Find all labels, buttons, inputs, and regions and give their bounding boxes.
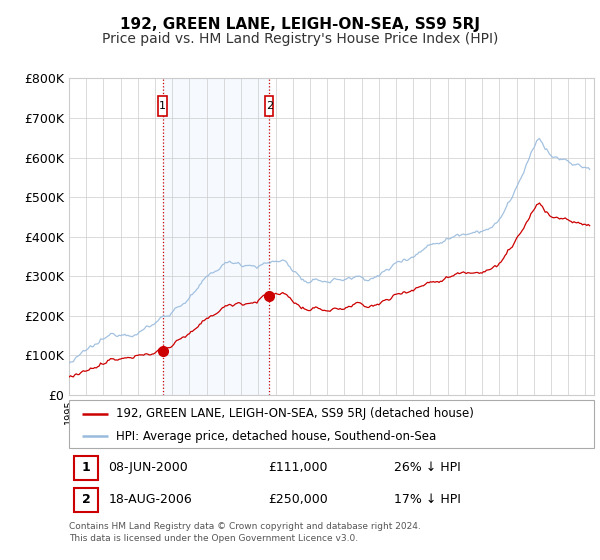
Text: 18-AUG-2006: 18-AUG-2006 <box>109 493 192 506</box>
Text: 17% ↓ HPI: 17% ↓ HPI <box>395 493 461 506</box>
Text: £111,000: £111,000 <box>269 461 328 474</box>
Text: 2: 2 <box>82 493 91 506</box>
FancyBboxPatch shape <box>74 455 98 480</box>
FancyBboxPatch shape <box>158 96 167 116</box>
FancyBboxPatch shape <box>265 96 274 116</box>
Text: 1: 1 <box>159 101 166 111</box>
Text: 26% ↓ HPI: 26% ↓ HPI <box>395 461 461 474</box>
Text: 192, GREEN LANE, LEIGH-ON-SEA, SS9 5RJ (detached house): 192, GREEN LANE, LEIGH-ON-SEA, SS9 5RJ (… <box>116 407 474 420</box>
Bar <box>163 78 269 395</box>
Text: £250,000: £250,000 <box>269 493 328 506</box>
Text: 192, GREEN LANE, LEIGH-ON-SEA, SS9 5RJ: 192, GREEN LANE, LEIGH-ON-SEA, SS9 5RJ <box>120 17 480 32</box>
Text: 1: 1 <box>82 461 91 474</box>
Text: 08-JUN-2000: 08-JUN-2000 <box>109 461 188 474</box>
FancyBboxPatch shape <box>69 400 594 448</box>
Text: Price paid vs. HM Land Registry's House Price Index (HPI): Price paid vs. HM Land Registry's House … <box>102 32 498 46</box>
Text: 2: 2 <box>266 101 273 111</box>
Text: Contains HM Land Registry data © Crown copyright and database right 2024.
This d: Contains HM Land Registry data © Crown c… <box>69 522 421 543</box>
FancyBboxPatch shape <box>74 488 98 512</box>
Text: HPI: Average price, detached house, Southend-on-Sea: HPI: Average price, detached house, Sout… <box>116 430 437 442</box>
